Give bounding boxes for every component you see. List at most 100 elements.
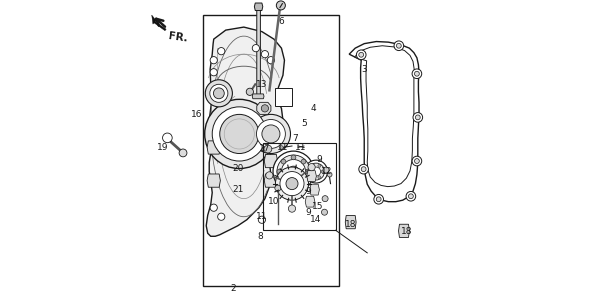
Circle shape	[308, 163, 315, 171]
Text: 6: 6	[278, 17, 284, 26]
Polygon shape	[307, 171, 316, 182]
Text: 2: 2	[231, 284, 236, 293]
Circle shape	[281, 159, 286, 164]
Text: 14: 14	[310, 215, 322, 224]
Circle shape	[280, 146, 283, 149]
Circle shape	[286, 178, 298, 190]
Circle shape	[301, 159, 306, 164]
Text: 19: 19	[157, 143, 168, 152]
Circle shape	[356, 50, 366, 60]
Circle shape	[212, 107, 267, 161]
Circle shape	[214, 88, 224, 99]
Circle shape	[210, 69, 217, 76]
Circle shape	[321, 170, 324, 173]
Text: 3: 3	[361, 65, 367, 74]
Polygon shape	[257, 102, 271, 114]
Bar	[263, 143, 336, 230]
Text: 11: 11	[277, 143, 289, 152]
Circle shape	[291, 183, 296, 188]
Circle shape	[246, 88, 254, 95]
Text: 18: 18	[345, 220, 356, 229]
Text: 12: 12	[321, 167, 332, 176]
Circle shape	[408, 194, 413, 199]
Text: 10: 10	[268, 197, 280, 206]
Circle shape	[251, 114, 290, 154]
Circle shape	[277, 155, 310, 188]
Circle shape	[415, 115, 420, 120]
Circle shape	[327, 172, 332, 177]
Circle shape	[281, 179, 286, 184]
Polygon shape	[207, 141, 220, 154]
Circle shape	[301, 179, 306, 184]
Circle shape	[322, 209, 327, 215]
Circle shape	[210, 84, 228, 102]
Text: 9: 9	[306, 208, 312, 217]
Circle shape	[291, 155, 296, 160]
Polygon shape	[264, 154, 277, 168]
Circle shape	[275, 185, 281, 191]
Circle shape	[308, 170, 311, 173]
Circle shape	[304, 160, 327, 183]
Circle shape	[312, 167, 320, 176]
Polygon shape	[310, 184, 319, 195]
Text: 16: 16	[191, 110, 203, 119]
Text: 17: 17	[259, 144, 271, 154]
Circle shape	[312, 176, 314, 179]
Circle shape	[210, 204, 217, 211]
Circle shape	[261, 51, 268, 58]
Circle shape	[359, 52, 363, 57]
Circle shape	[288, 166, 299, 177]
Text: 11: 11	[256, 212, 268, 221]
Circle shape	[258, 216, 266, 223]
Circle shape	[396, 43, 401, 48]
Circle shape	[205, 80, 232, 107]
Polygon shape	[355, 46, 414, 187]
Circle shape	[318, 164, 321, 167]
Text: 9: 9	[306, 187, 312, 196]
Circle shape	[276, 1, 286, 10]
Circle shape	[267, 57, 274, 64]
Text: 15: 15	[312, 202, 323, 211]
Bar	[276, 88, 292, 106]
Circle shape	[257, 119, 286, 148]
Circle shape	[359, 164, 368, 174]
Circle shape	[205, 99, 274, 169]
Circle shape	[412, 156, 422, 166]
Text: 18: 18	[401, 227, 412, 236]
Circle shape	[210, 57, 217, 64]
Circle shape	[264, 145, 272, 153]
Polygon shape	[257, 7, 260, 96]
Text: FR.: FR.	[168, 31, 188, 43]
Text: 5: 5	[301, 119, 307, 128]
Circle shape	[280, 172, 304, 196]
Bar	[203, 15, 339, 286]
Circle shape	[318, 176, 321, 179]
Circle shape	[412, 69, 422, 79]
Polygon shape	[345, 216, 356, 229]
Circle shape	[266, 172, 273, 179]
Circle shape	[376, 197, 381, 202]
Polygon shape	[207, 174, 220, 187]
Circle shape	[218, 213, 225, 220]
Text: 13: 13	[256, 80, 268, 89]
Polygon shape	[206, 27, 284, 236]
Circle shape	[406, 191, 416, 201]
Polygon shape	[254, 3, 263, 11]
Text: 11: 11	[295, 143, 307, 152]
Circle shape	[163, 133, 172, 143]
Polygon shape	[152, 15, 166, 31]
Circle shape	[281, 160, 306, 184]
Circle shape	[277, 169, 282, 174]
Circle shape	[219, 114, 259, 154]
Circle shape	[415, 71, 419, 76]
Circle shape	[312, 164, 314, 167]
Polygon shape	[253, 94, 264, 99]
Circle shape	[289, 205, 296, 212]
Circle shape	[361, 167, 366, 172]
Text: 20: 20	[232, 164, 244, 173]
Circle shape	[307, 163, 324, 180]
Circle shape	[253, 45, 260, 52]
Circle shape	[305, 169, 310, 174]
Circle shape	[394, 41, 404, 51]
Text: 7: 7	[292, 134, 298, 143]
